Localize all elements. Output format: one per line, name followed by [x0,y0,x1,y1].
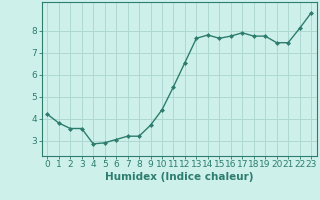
X-axis label: Humidex (Indice chaleur): Humidex (Indice chaleur) [105,172,253,182]
